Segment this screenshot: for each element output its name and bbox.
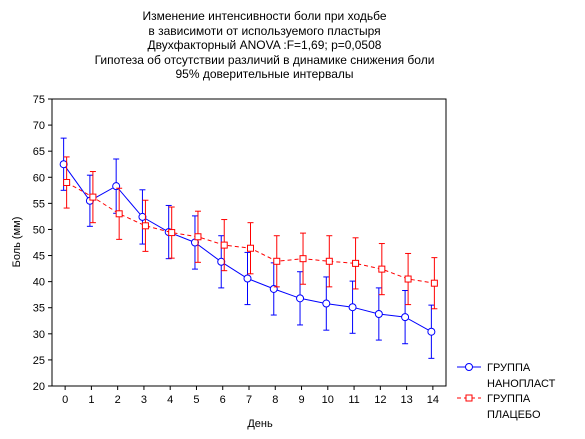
legend-item-nanoplast: ГРУППА НАНОПЛАСТ	[457, 362, 556, 390]
data-point	[404, 275, 412, 283]
y-tick-label: 55	[33, 198, 45, 210]
legend: ГРУППА НАНОПЛАСТ ГРУППА ПЛАЦЕБО	[457, 362, 556, 421]
data-point	[299, 255, 307, 263]
x-tick-label: 3	[141, 394, 147, 406]
data-point	[348, 303, 357, 312]
data-point	[352, 259, 360, 267]
y-tick-label: 30	[33, 329, 45, 341]
y-tick-label: 60	[33, 172, 45, 184]
legend-label: ГРУППА	[487, 393, 531, 405]
data-point	[296, 294, 305, 303]
data-point	[378, 265, 386, 273]
series-placebo	[63, 156, 438, 310]
data-point	[168, 229, 176, 237]
data-point	[243, 274, 252, 283]
data-point	[217, 257, 226, 266]
x-tick-label: 14	[427, 394, 439, 406]
y-tick-label: 65	[33, 146, 45, 158]
data-point	[115, 210, 123, 218]
data-point	[427, 327, 436, 336]
y-tick-label: 70	[33, 120, 45, 132]
legend-label: НАНОПЛАСТ	[487, 378, 556, 390]
x-tick-label: 12	[374, 394, 386, 406]
x-tick-label: 5	[193, 394, 199, 406]
x-tick-label: 10	[322, 394, 334, 406]
data-point	[401, 313, 410, 322]
x-tick-label: 7	[246, 394, 252, 406]
x-axis: 0 1 2 3 4 5 6 7 8 9 10 11 12 13 14	[62, 386, 439, 406]
data-point	[59, 160, 68, 169]
x-tick-label: 11	[348, 394, 359, 406]
data-point	[141, 222, 149, 230]
legend-swatch-marker	[465, 394, 473, 402]
data-point	[374, 309, 383, 318]
y-tick-label: 20	[33, 381, 45, 393]
x-tick-label: 1	[88, 394, 94, 406]
legend-item-placebo: ГРУППА ПЛАЦЕБО	[457, 393, 541, 421]
x-tick-label: 13	[400, 394, 412, 406]
y-tick-label: 50	[33, 224, 45, 236]
y-tick-label: 75	[33, 94, 45, 106]
y-tick-label: 45	[33, 251, 45, 263]
y-axis: 20 25 30 35 40 45 50 55 60 65 70 75	[33, 94, 52, 393]
x-tick-label: 9	[298, 394, 304, 406]
y-tick-label: 25	[33, 355, 45, 367]
data-point	[322, 299, 331, 308]
legend-label: ГРУППА	[487, 362, 531, 374]
plot-frame	[51, 98, 447, 387]
x-tick-label: 4	[167, 394, 173, 406]
data-point	[247, 244, 254, 252]
x-axis-label: День	[247, 418, 273, 430]
data-point	[194, 233, 202, 241]
x-tick-label: 0	[62, 394, 68, 406]
data-point	[325, 257, 333, 265]
legend-label: ПЛАЦЕБО	[487, 409, 541, 421]
data-point	[138, 212, 147, 221]
series-layer	[59, 137, 438, 359]
data-point	[430, 279, 438, 287]
data-point	[89, 193, 97, 201]
x-tick-label: 2	[115, 394, 121, 406]
legend-swatch-marker	[465, 363, 473, 371]
y-axis-label: Боль (мм)	[11, 217, 23, 268]
data-point	[220, 241, 228, 249]
y-tick-label: 40	[33, 277, 45, 289]
y-tick-label: 35	[33, 303, 45, 315]
x-tick-label: 8	[272, 394, 278, 406]
data-point	[273, 257, 281, 265]
data-point	[63, 178, 71, 186]
x-tick-label: 6	[220, 394, 226, 406]
